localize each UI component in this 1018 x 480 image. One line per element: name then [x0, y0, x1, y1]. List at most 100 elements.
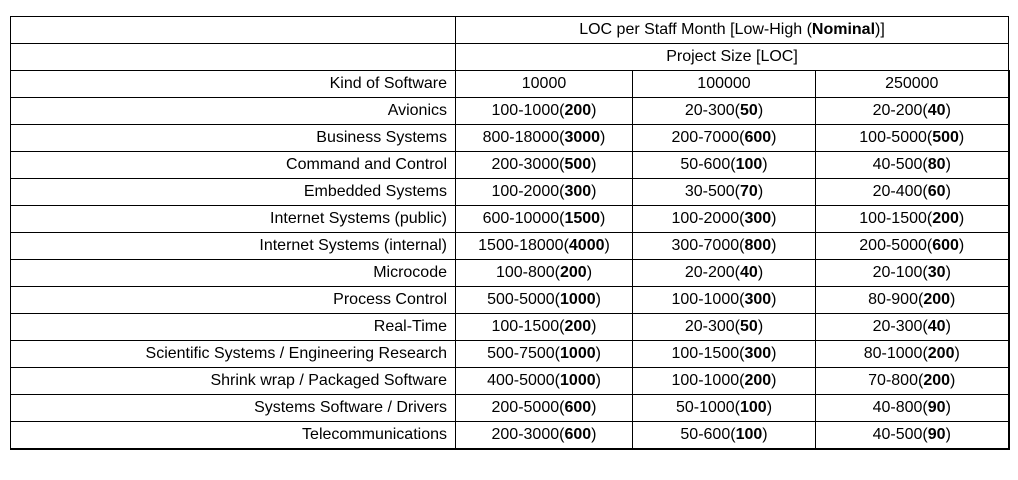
bold-segment: 40 [927, 318, 946, 335]
text-segment: 200-7000( [671, 129, 745, 146]
text-segment: 400-5000( [487, 372, 561, 389]
size-header-10000: 10000 [455, 70, 633, 98]
bold-segment: Nominal [811, 21, 876, 38]
loc-cell-10000: 200-3000(600) [455, 421, 633, 450]
bold-segment: 200 [932, 210, 959, 227]
row-label: Internet Systems (internal) [10, 232, 456, 260]
text-segment: ) [591, 425, 597, 443]
text-segment: 600-10000( [482, 210, 565, 227]
text-segment: LOC per Staff Month [Low-High ( [579, 21, 812, 38]
text-segment: ) [595, 291, 601, 308]
text-segment: 100-800( [495, 264, 560, 281]
bold-segment: 3000 [564, 129, 601, 146]
row-label: Real-Time [10, 313, 456, 341]
loc-cell-100000: 20-300(50) [632, 313, 816, 341]
table-row: Command and Control 200-3000(500) 50-600… [10, 151, 1010, 179]
loc-cell-250000: 100-5000(500) [814, 124, 1010, 152]
loc-cell-10000: 1500-18000(4000) [455, 232, 633, 260]
loc-cell-100000: 50-600(100) [632, 421, 816, 450]
bold-segment: 200 [927, 345, 955, 362]
bold-segment: 600 [564, 425, 592, 443]
text-segment: ) [945, 102, 951, 119]
loc-cell-100000: 30-500(70) [632, 178, 816, 206]
text-segment: ) [771, 345, 777, 362]
row-label: Shrink wrap / Packaged Software [10, 367, 456, 395]
bold-segment: 300 [744, 210, 772, 227]
text-segment: 40-800( [872, 399, 928, 416]
loc-cell-10000: 200-3000(500) [455, 151, 633, 179]
text-segment: ) [595, 372, 601, 389]
bold-segment: 500 [564, 156, 592, 173]
text-segment: 500-7500( [487, 345, 561, 362]
text-segment: 30-500( [684, 183, 741, 200]
text-segment: ) [771, 210, 777, 227]
text-segment: ) [757, 318, 764, 335]
text-segment: 100-1000( [671, 291, 745, 308]
row-label: Microcode [10, 259, 456, 287]
kind-of-software-header: Kind of Software [10, 70, 456, 98]
loc-cell-250000: 80-900(200) [814, 286, 1010, 314]
bold-segment: 500 [932, 129, 959, 146]
text-segment: ) [586, 264, 593, 281]
text-segment: 80-1000( [863, 345, 928, 362]
text-segment: 200-5000( [859, 237, 933, 254]
text-segment: ) [757, 102, 764, 119]
row-label: Embedded Systems [10, 178, 456, 206]
text-segment: 200-3000( [491, 425, 565, 443]
text-segment: ) [591, 156, 597, 173]
text-segment: 20-200( [872, 102, 928, 119]
row-label: Internet Systems (public) [10, 205, 456, 233]
text-segment: 20-200( [684, 264, 741, 281]
row-label: Scientific Systems / Engineering Researc… [10, 340, 456, 368]
text-segment: 100-1500( [671, 345, 745, 362]
bold-segment: 60 [927, 183, 946, 200]
text-segment: ) [771, 291, 777, 308]
text-segment: )] [875, 21, 885, 38]
bold-segment: 100 [735, 156, 763, 173]
text-segment: 20-400( [872, 183, 928, 200]
text-segment: ) [958, 210, 965, 227]
text-segment: ) [595, 345, 601, 362]
loc-cell-100000: 50-1000(100) [632, 394, 816, 422]
text-segment: 1500-18000( [478, 237, 569, 254]
text-segment: ) [762, 425, 768, 443]
bold-segment: 600 [564, 399, 592, 416]
row-label: Process Control [10, 286, 456, 314]
loc-cell-250000: 20-200(40) [814, 97, 1010, 125]
bold-segment: 1000 [560, 345, 596, 362]
loc-cell-250000: 40-500(90) [814, 421, 1010, 450]
bold-segment: 40 [740, 264, 758, 281]
loc-cell-250000: 80-1000(200) [814, 340, 1010, 368]
text-segment: ) [945, 156, 951, 173]
loc-cell-250000: 20-400(60) [814, 178, 1010, 206]
loc-cell-250000: 70-800(200) [814, 367, 1010, 395]
loc-cell-100000: 20-200(40) [632, 259, 816, 287]
text-segment: ) [945, 318, 951, 335]
loc-cell-10000: 100-2000(300) [455, 178, 633, 206]
bold-segment: 1000 [560, 372, 596, 389]
text-segment: ) [771, 237, 777, 254]
text-segment: 40-500( [872, 425, 928, 443]
bold-segment: 200 [923, 372, 951, 389]
bold-segment: 300 [744, 345, 772, 362]
loc-cell-100000: 200-7000(600) [632, 124, 816, 152]
project-size-header: Project Size [LOC] [454, 43, 1010, 71]
text-segment: 100-2000( [491, 183, 565, 200]
bold-segment: 200 [564, 318, 592, 335]
loc-cell-10000: 100-800(200) [455, 259, 633, 287]
text-segment: ) [591, 399, 597, 416]
loc-cell-250000: 200-5000(600) [814, 232, 1010, 260]
bold-segment: 4000 [568, 237, 605, 254]
text-segment: ) [950, 372, 956, 389]
text-segment: ) [945, 183, 951, 200]
text-segment: ) [757, 183, 764, 200]
loc-cell-250000: 100-1500(200) [814, 205, 1010, 233]
loc-cell-100000: 100-1000(300) [632, 286, 816, 314]
text-segment: 50-600( [680, 425, 736, 443]
loc-productivity-table: LOC per Staff Month [Low-High (Nominal)]… [10, 16, 1010, 450]
bold-segment: 70 [740, 183, 758, 200]
bold-segment: 100 [735, 425, 763, 443]
text-segment: 70-800( [868, 372, 924, 389]
text-segment: ) [950, 291, 956, 308]
